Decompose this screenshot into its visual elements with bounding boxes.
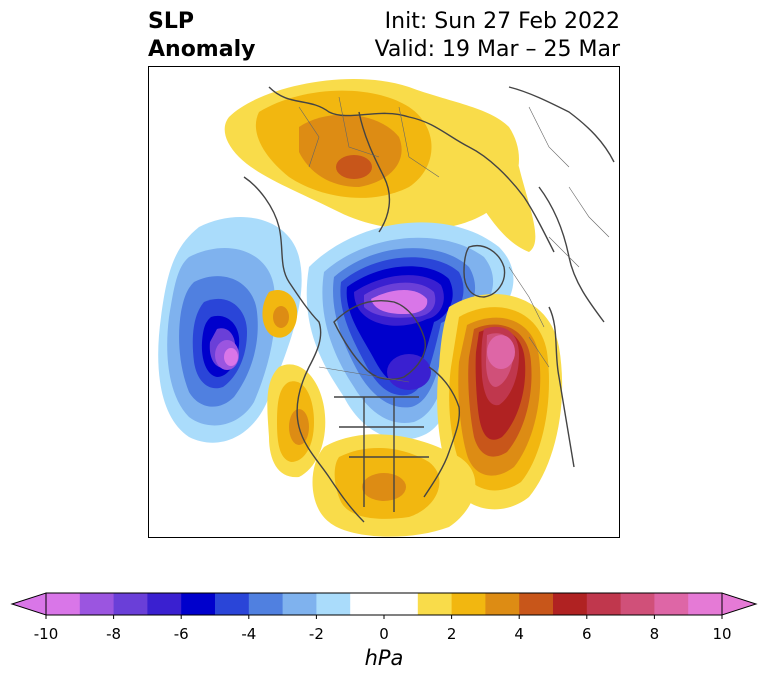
colorbar-swatch [215, 593, 250, 615]
title-field-name: SLP [148, 9, 194, 34]
colorbar-tick-label: -2 [308, 625, 324, 643]
colorbar-tick-label: 2 [446, 625, 457, 643]
colorbar-swatch [417, 593, 453, 615]
colorbar-swatch [654, 593, 689, 615]
colorbar-extend-max [721, 592, 758, 616]
country-borders [298, 96, 610, 383]
init-date-label: Init: Sun 27 Feb 2022 [384, 9, 620, 34]
colorbar-tick-label: 0 [379, 625, 389, 643]
colorbar-swatch [113, 593, 148, 615]
map-title-left: SLP Anomaly [148, 8, 255, 64]
colorbar-extend-min [10, 592, 47, 616]
colorbar-tick-label: 6 [582, 625, 592, 643]
colorbar-tick-label: -6 [173, 625, 189, 643]
coastlines [243, 86, 615, 523]
colorbar-swatch [79, 593, 115, 615]
colorbar-unit-label: hPa [364, 646, 404, 670]
colorbar-swatch [620, 593, 655, 615]
colorbar-tick-label: -8 [106, 625, 122, 643]
colorbar-swatch [316, 593, 351, 615]
alaska-warm-core [273, 306, 289, 328]
colorbar-swatch [350, 593, 419, 615]
colorbar-swatch [485, 593, 520, 615]
colorbar-swatch [519, 593, 554, 615]
colorbar-tick-label: -4 [241, 625, 257, 643]
title-field-type: Anomaly [148, 37, 256, 62]
colorbar-swatch [282, 593, 317, 615]
anomaly-shading [158, 78, 563, 537]
colorbar-swatch [181, 593, 216, 615]
colorbar-swatch [586, 593, 622, 615]
colorbar-swatch [688, 593, 723, 615]
colorbar-tick-label: 8 [649, 625, 660, 643]
east-siberia-high [445, 121, 536, 252]
map-canvas [158, 78, 615, 537]
slp-anomaly-map [148, 66, 620, 538]
colorbar-swatch [46, 593, 81, 615]
colorbar-tick-label: 10 [712, 625, 732, 643]
colorbar-swatch [451, 593, 486, 615]
colorbar-swatch [553, 593, 588, 615]
north-atlantic-high-contours [437, 294, 563, 510]
colorbar-swatch [248, 593, 284, 615]
arctic-low-contours [306, 222, 514, 440]
map-title-right: Init: Sun 27 Feb 2022 Valid: 19 Mar – 25… [375, 8, 620, 64]
north-pacific-low-contours [158, 217, 302, 443]
colorbar-tick-label: 4 [514, 625, 524, 643]
valid-period-label: Valid: 19 Mar – 25 Mar [374, 37, 620, 62]
colorbar-swatch [147, 593, 182, 615]
colorbar [10, 592, 758, 619]
colorbar-tick-label: -10 [33, 625, 59, 643]
